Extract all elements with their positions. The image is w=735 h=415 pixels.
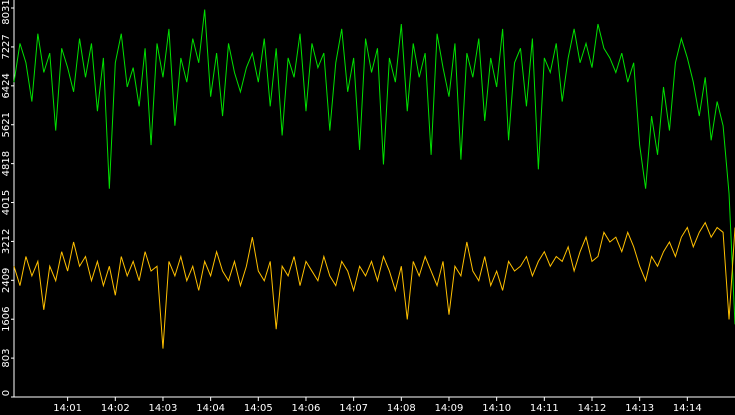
x-tick-label: 14:07 <box>339 403 368 414</box>
x-tick-label: 14:13 <box>625 403 654 414</box>
x-tick-label: 14:01 <box>53 403 82 414</box>
y-tick-label: 6424 <box>1 73 12 98</box>
x-tick-label: 14:03 <box>149 403 178 414</box>
y-tick-label: 2409 <box>1 268 12 293</box>
series-line <box>13 9 735 325</box>
x-tick-label: 14:04 <box>196 403 225 414</box>
y-tick-label: 5621 <box>1 112 12 137</box>
y-tick-label: 803 <box>1 349 12 368</box>
y-tick-label: 0 <box>1 390 12 396</box>
x-tick-label: 14:12 <box>578 403 607 414</box>
x-tick-label: 14:09 <box>435 403 464 414</box>
series-line <box>13 221 735 349</box>
x-tick-label: 14:08 <box>387 403 416 414</box>
x-tick-label: 14:02 <box>101 403 130 414</box>
x-tick-label: 14:05 <box>244 403 273 414</box>
y-tick-label: 4818 <box>1 151 12 176</box>
x-tick-label: 14:06 <box>292 403 321 414</box>
x-tick-label: 14:14 <box>673 403 702 414</box>
y-tick-label: 7227 <box>1 34 12 59</box>
y-tick-label: 1606 <box>1 306 12 331</box>
x-tick-label: 14:10 <box>482 403 511 414</box>
x-tick-label: 14:11 <box>530 403 559 414</box>
y-tick-label: 4015 <box>1 190 12 215</box>
y-tick-label: 3212 <box>1 229 12 254</box>
y-tick-label: 8031 <box>1 0 12 25</box>
